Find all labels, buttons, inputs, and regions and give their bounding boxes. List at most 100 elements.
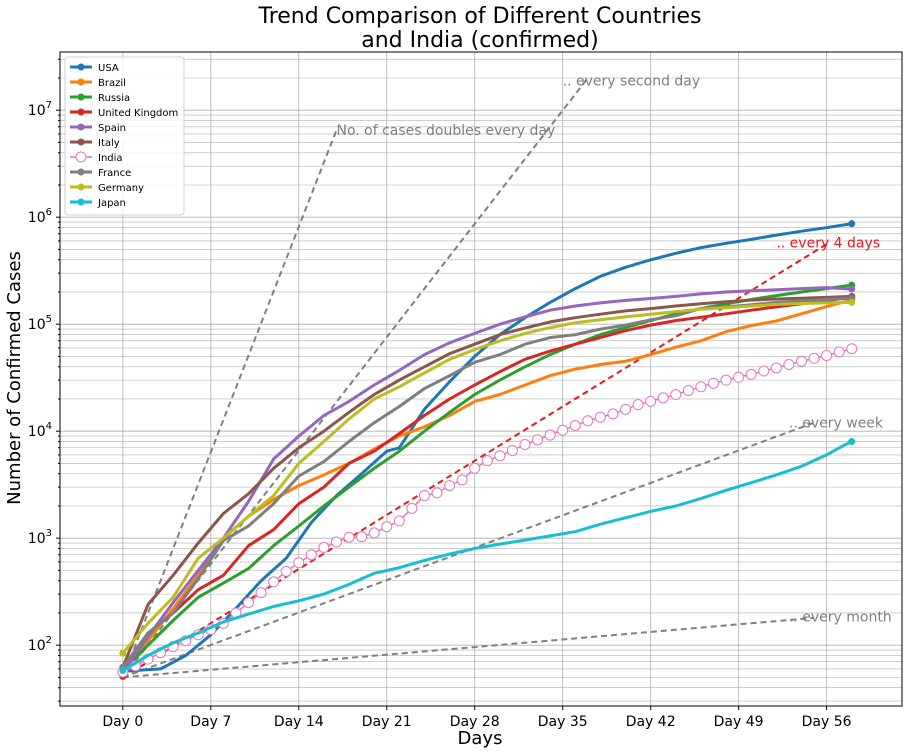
data-point [582, 415, 594, 427]
legend-marker [77, 138, 85, 146]
series-line [121, 300, 852, 655]
chart-title-line1: Trend Comparison of Different Countries [257, 4, 701, 29]
data-point [280, 565, 292, 577]
data-point [381, 521, 393, 533]
y-tick-label: 102 [28, 635, 52, 654]
reference-line [121, 129, 338, 678]
data-point [532, 434, 544, 446]
data-point [243, 597, 255, 609]
data-point [745, 368, 757, 380]
data-point [393, 515, 405, 527]
series-line [121, 295, 852, 678]
data-point [418, 490, 430, 502]
data-point [368, 527, 380, 539]
data-point [720, 374, 732, 386]
y-axis-label: Number of Confirmed Cases [4, 251, 25, 505]
series-lines [117, 220, 858, 680]
legend-marker [75, 151, 87, 163]
y-tick-label: 105 [28, 314, 52, 333]
legend-marker [77, 198, 85, 206]
data-point [733, 371, 745, 383]
data-point [406, 502, 418, 514]
legend-marker [77, 183, 85, 191]
data-point [456, 474, 468, 486]
data-point [848, 220, 856, 228]
x-tick-label: Day 42 [626, 714, 676, 730]
data-point [506, 444, 518, 456]
legend-marker [77, 63, 85, 71]
data-point [833, 346, 845, 358]
reference-annotations: No. of cases doubles every day .. every s… [336, 73, 891, 625]
plot-area-frame [59, 51, 903, 707]
x-tick-label: Day 21 [362, 714, 412, 730]
data-point [846, 343, 858, 355]
reference-line-label: .. every second day [563, 73, 700, 89]
data-point [770, 362, 782, 374]
data-point [356, 531, 368, 543]
data-point [519, 439, 531, 451]
data-point [632, 399, 644, 411]
data-point [481, 455, 493, 467]
data-point [431, 487, 443, 499]
series-line [121, 283, 852, 672]
data-point [657, 392, 669, 404]
y-tick-label: 107 [28, 100, 52, 119]
reference-lines [121, 77, 828, 679]
legend-label: France [98, 168, 131, 179]
data-point [318, 541, 330, 553]
data-point [293, 557, 305, 569]
x-tick-label: Day 14 [274, 714, 324, 730]
legend-marker [77, 108, 85, 116]
data-point [444, 480, 456, 492]
x-tick-label: Day 0 [102, 714, 143, 730]
data-point [268, 576, 280, 588]
y-tick-label: 106 [28, 207, 52, 226]
y-axis-ticks: 102 103 104 105 106 107 [28, 58, 60, 702]
reference-line-label: .. every month [789, 610, 892, 626]
legend-label: Brazil [98, 78, 126, 89]
data-point [783, 358, 795, 370]
data-point [795, 355, 807, 367]
data-point [255, 587, 267, 599]
x-axis-ticks: Day 0 Day 7 Day 14 Day 21 Day 28 Day 35 Day 42… [102, 706, 852, 730]
data-point [707, 377, 719, 389]
reference-line-label: No. of cases doubles every day [336, 123, 555, 139]
x-tick-label: Day 7 [190, 714, 231, 730]
data-point [594, 411, 606, 423]
data-point [494, 450, 506, 462]
data-point [557, 424, 569, 436]
data-point [695, 381, 707, 393]
legend-label: USA [98, 63, 119, 74]
legend: USA Brazil Russia United Kingdom Spain Italy I… [64, 56, 185, 216]
x-tick-label: Day 35 [538, 714, 588, 730]
legend-label: Germany [98, 183, 144, 194]
legend-marker [77, 78, 85, 86]
reference-line-label: .. every week [789, 416, 884, 432]
data-point [607, 408, 619, 420]
data-point [469, 462, 481, 474]
series-line [121, 286, 852, 674]
data-point [343, 531, 355, 543]
legend-label: Japan [97, 198, 126, 209]
data-point [569, 420, 581, 432]
data-point [620, 403, 632, 415]
data-point [682, 385, 694, 397]
data-point [305, 549, 317, 561]
reference-line [122, 243, 828, 679]
reference-line [122, 421, 815, 679]
x-tick-label: Day 56 [802, 714, 852, 730]
data-point [821, 349, 833, 361]
reference-line [122, 77, 589, 678]
series-line [122, 440, 853, 672]
series-line [121, 294, 852, 668]
x-axis-label: Days [458, 728, 503, 749]
data-point [119, 649, 127, 657]
chart-title-line2: and India (confirmed) [361, 28, 598, 53]
data-point [670, 389, 682, 401]
legend-marker [77, 93, 85, 101]
data-point [330, 536, 342, 548]
x-tick-label: Day 28 [450, 714, 500, 730]
y-tick-label: 103 [28, 528, 52, 547]
legend-label: Italy [98, 138, 120, 149]
